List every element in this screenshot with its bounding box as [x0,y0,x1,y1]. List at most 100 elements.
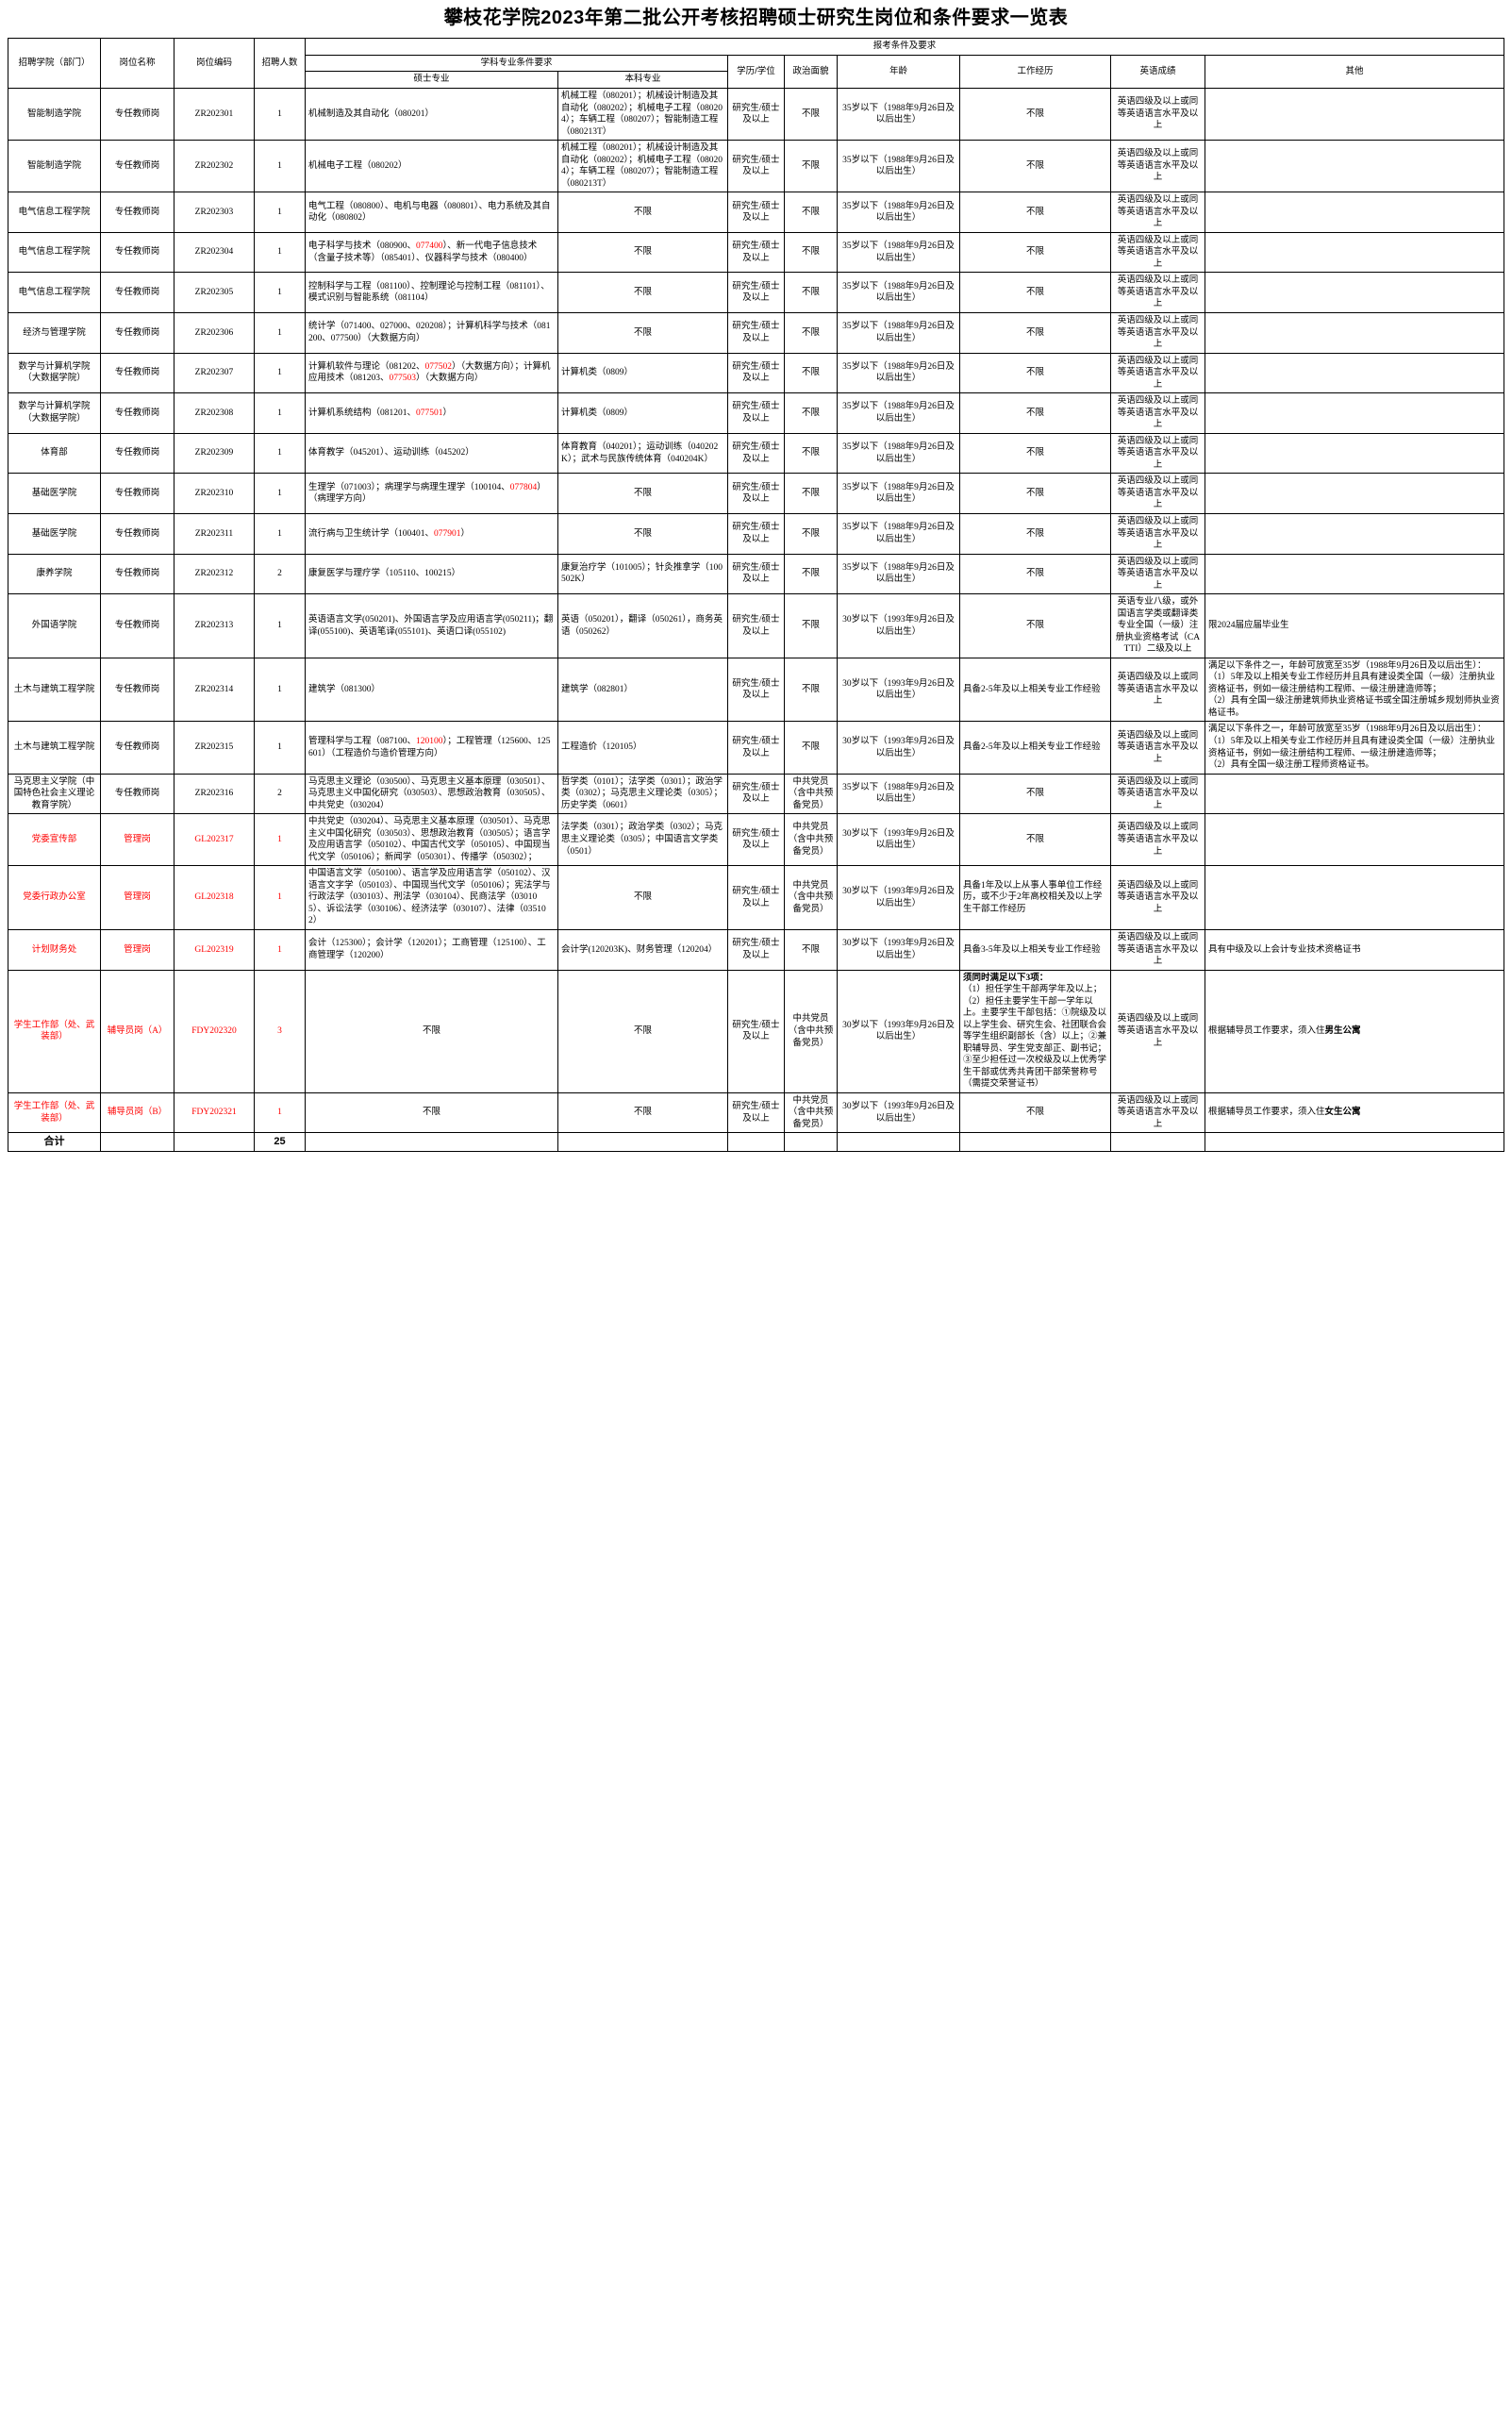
cell-english: 英语四级及以上或同等英语语言水平及以上 [1110,140,1205,193]
table-row: 基础医学院 专任教师岗 ZR202310 1 生理学（071003）；病理学与病理生理学… [8,473,1504,514]
table-row: 智能制造学院 专任教师岗 ZR202302 1 机械电子工程（080202） 机械工程（0… [8,140,1504,193]
cell-master-major: 生理学（071003）；病理学与病理生理学（100104、077804）（病理学… [305,473,558,514]
cell-age: 35岁以下（1988年9月26日及以后出生） [837,553,960,595]
col-header-master-major: 硕士专业 [305,71,558,89]
cell-post-name: 专任教师岗 [100,352,174,394]
cell-post-code: GL202317 [174,813,255,867]
cell-experience: 不限 [959,512,1111,555]
cell-college: 土木与建筑工程学院 [8,657,101,723]
cell-bachelor-major: 哲学类（0101）；法学类（0301）；政治学类（0302）；马克思主义理论类（… [557,773,728,815]
cell-degree: 研究生/硕士及以上 [727,473,785,514]
cell-post-name: 专任教师岗 [100,773,174,815]
cell-age: 30岁以下（1993年9月26日及以后出生） [837,928,960,971]
table-row: 体育部 专任教师岗 ZR202309 1 体育教学（045201）、运动训练（04520… [8,432,1504,475]
cell-other [1205,312,1504,354]
cell-bachelor-major: 不限 [557,473,728,514]
cell-age: 30岁以下（1993年9月26日及以后出生） [837,865,960,930]
cell-english: 英语四级及以上或同等英语语言水平及以上 [1110,1091,1205,1134]
cell-other [1205,512,1504,555]
cell-master-major: 康复医学与理疗学（105110、100215） [305,553,558,595]
cell-college: 电气信息工程学院 [8,231,101,274]
cell-count: 2 [254,553,306,595]
cell-count: 1 [254,512,306,555]
table-row: 电气信息工程学院 专任教师岗 ZR202303 1 电气工程（080800）、电机与电器… [8,192,1504,233]
cell-college: 康养学院 [8,553,101,595]
cell-english: 英语四级及以上或同等英语语言水平及以上 [1110,473,1205,514]
cell-count: 1 [254,272,306,314]
cell-post-code: ZR202302 [174,140,255,193]
cell-other [1205,432,1504,475]
col-header-english: 英语成绩 [1110,54,1205,89]
cell-count: 1 [254,865,306,930]
cell-english: 英语四级及以上或同等英语语言水平及以上 [1110,192,1205,233]
table-row: 康养学院 专任教师岗 ZR202312 2 康复医学与理疗学（105110、100215… [8,553,1504,595]
total-row: 合计 25 [8,1132,1504,1152]
cell-politics: 不限 [784,192,838,233]
cell-english: 英语四级及以上或同等英语语言水平及以上 [1110,553,1205,595]
cell-master-major: 体育教学（045201）、运动训练（045202） [305,432,558,475]
cell-count: 1 [254,432,306,475]
cell-post-code: ZR202304 [174,231,255,274]
cell-count: 1 [254,231,306,274]
cell-college: 电气信息工程学院 [8,272,101,314]
cell-age: 35岁以下（1988年9月26日及以后出生） [837,432,960,475]
cell-bachelor-major: 会计学(120203K)、财务管理（120204） [557,928,728,971]
cell-degree: 研究生/硕士及以上 [727,865,785,930]
total-blank-cell [1205,1132,1504,1152]
cell-post-code: GL202319 [174,928,255,971]
total-blank-cell [557,1132,728,1152]
cell-other [1205,272,1504,314]
cell-experience: 不限 [959,312,1111,354]
cell-age: 35岁以下（1988年9月26日及以后出生） [837,312,960,354]
col-header-degree: 学历/学位 [727,54,785,89]
cell-count: 1 [254,721,306,775]
cell-bachelor-major: 工程造价（120105） [557,721,728,775]
cell-experience: 具备2-5年及以上相关专业工作经验 [959,657,1111,723]
cell-age: 35岁以下（1988年9月26日及以后出生） [837,352,960,394]
cell-age: 35岁以下（1988年9月26日及以后出生） [837,473,960,514]
cell-post-code: ZR202312 [174,553,255,595]
cell-bachelor-major: 建筑学（082801） [557,657,728,723]
table-row: 基础医学院 专任教师岗 ZR202311 1 流行病与卫生统计学（100401、0779… [8,512,1504,555]
cell-age: 30岁以下（1993年9月26日及以后出生） [837,1091,960,1134]
cell-politics: 不限 [784,721,838,775]
cell-master-major: 不限 [305,969,558,1093]
cell-politics: 中共党员（含中共预备党员） [784,813,838,867]
cell-bachelor-major: 机械工程（080201）；机械设计制造及其自动化（080202）；机械电子工程（… [557,140,728,193]
table-row: 电气信息工程学院 专任教师岗 ZR202304 1 电子科学与技术（080900、077… [8,231,1504,274]
cell-post-name: 专任教师岗 [100,192,174,233]
cell-post-code: ZR202301 [174,87,255,142]
cell-bachelor-major: 机械工程（080201）；机械设计制造及其自动化（080202）；机械电子工程（… [557,87,728,142]
cell-experience: 不限 [959,813,1111,867]
cell-degree: 研究生/硕士及以上 [727,928,785,971]
cell-count: 1 [254,192,306,233]
cell-degree: 研究生/硕士及以上 [727,192,785,233]
total-blank-cell [305,1132,558,1152]
cell-experience: 不限 [959,192,1111,233]
cell-degree: 研究生/硕士及以上 [727,593,785,658]
cell-bachelor-major: 不限 [557,969,728,1093]
cell-count: 1 [254,657,306,723]
cell-post-name: 专任教师岗 [100,593,174,658]
cell-count: 1 [254,352,306,394]
cell-post-name: 专任教师岗 [100,231,174,274]
cell-experience: 具备2-5年及以上相关专业工作经验 [959,721,1111,775]
col-header-post-name: 岗位名称 [100,38,174,89]
cell-master-major: 计算机软件与理论（081202、077502）（大数据方向）；计算机应用技术（0… [305,352,558,394]
cell-other [1205,553,1504,595]
cell-politics: 不限 [784,140,838,193]
cell-post-name: 管理岗 [100,813,174,867]
cell-age: 30岁以下（1993年9月26日及以后出生） [837,813,960,867]
cell-degree: 研究生/硕士及以上 [727,813,785,867]
cell-count: 1 [254,473,306,514]
col-header-age: 年龄 [837,54,960,89]
cell-master-major: 计算机系统结构（081201、077501） [305,392,558,434]
cell-english: 英语四级及以上或同等英语语言水平及以上 [1110,312,1205,354]
cell-other: 根据辅导员工作要求，须入住女生公寓 [1205,1091,1504,1134]
cell-other [1205,192,1504,233]
table-row: 土木与建筑工程学院 专任教师岗 ZR202315 1 管理科学与工程（087100、12… [8,721,1504,775]
total-blank-code [174,1132,255,1152]
cell-degree: 研究生/硕士及以上 [727,657,785,723]
cell-bachelor-major: 不限 [557,312,728,354]
cell-english: 英语四级及以上或同等英语语言水平及以上 [1110,392,1205,434]
